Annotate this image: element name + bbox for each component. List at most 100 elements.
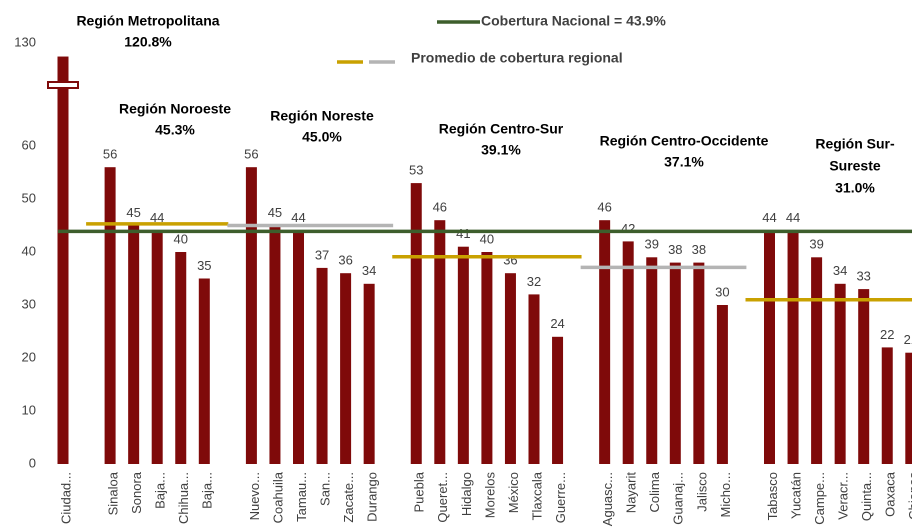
x-tick-label: Morelos [482,472,497,519]
bar [340,273,352,464]
bar [457,246,469,464]
x-tick-label: Coahuila [270,471,285,523]
bar [410,183,422,464]
bar-label: 24 [550,316,564,331]
bar [858,289,870,464]
bar [293,230,304,464]
bar-label: 21 [904,332,912,347]
bar-label: 38 [692,242,706,257]
bar [504,273,516,464]
region-value: 45.3% [155,122,195,138]
bar-label: 44 [150,210,164,225]
bar-label: 33 [856,269,870,284]
x-tick-label: Baja... [200,472,215,509]
y-tick-label: 130 [14,34,36,49]
region-value: 37.1% [664,154,704,170]
bar-label: 56 [244,147,258,162]
region-value: 39.1% [481,142,521,158]
x-tick-label: Guerre... [553,472,568,523]
region-value: 120.8% [124,34,172,50]
y-tick-label: 40 [22,243,36,258]
bar [811,257,823,464]
bar [528,294,540,464]
x-tick-label: Durango [365,472,380,522]
region-name: Región Sur- [815,136,895,152]
x-tick-label: Zacate... [341,472,356,523]
y-tick-label: 20 [22,349,36,364]
bar [434,220,446,464]
axis-break-gap [47,81,79,89]
bar-label: 34 [362,263,376,278]
y-tick-label: 30 [22,296,36,311]
bar [363,283,375,464]
bar [764,230,775,464]
x-tick-label: Yucatán [788,472,803,519]
x-tick-label: Baja... [153,472,168,509]
x-tick-label: Nayarit [624,472,639,514]
bar [622,241,634,464]
region-name: Región Centro-Occidente [600,133,769,149]
x-tick-label: Chihua... [176,472,191,524]
region-name: Región Metropolitana [76,13,219,29]
bar [646,257,658,464]
bar [269,225,281,464]
x-tick-label: Ciudad... [58,472,73,524]
x-tick-label: Micho... [718,472,733,518]
bar-label: 34 [833,263,847,278]
region-value: 31.0% [835,180,875,196]
x-tick-label: Aguasc... [600,472,615,526]
x-tick-label: Chiapas [906,472,912,520]
legend-regional-label: Promedio de cobertura regional [411,50,623,66]
bar-label: 40 [174,231,188,246]
bar [669,262,681,464]
x-tick-label: Veracr... [836,472,851,520]
bar-label: 45 [268,205,282,220]
x-tick-label: Sinaloa [106,471,121,515]
y-tick-label: 50 [22,190,36,205]
bar-label: 32 [527,274,541,289]
bar [175,252,187,464]
bar-label: 44 [291,210,305,225]
bar [198,278,210,464]
bar-label: 39 [645,237,659,252]
region-value: 45.0% [302,129,342,145]
bar [905,352,912,464]
region-name: Región Centro-Sur [439,121,564,137]
y-tick-label: 0 [29,455,36,470]
x-tick-label: Tamau... [294,472,309,522]
bar [787,230,799,464]
bar-label: 39 [809,237,823,252]
bar-label: 44 [786,210,800,225]
bar [316,267,328,464]
x-tick-label: Puebla [412,471,427,512]
bar [716,305,728,464]
x-tick-label: San... [317,472,332,506]
x-tick-label: México [506,472,521,513]
bar [552,336,564,464]
bar-label: 44 [762,210,776,225]
x-tick-label: Nuevo... [247,472,262,520]
bar-label: 36 [338,253,352,268]
x-tick-label: Queret... [435,472,450,523]
bar [881,347,893,464]
x-tick-label: Jalisco [694,472,709,512]
region-name: Región Noroeste [119,101,231,117]
bar-label: 22 [880,327,894,342]
bar-label: 38 [668,242,682,257]
bar [693,262,705,464]
bar-label: 40 [480,231,494,246]
bar-label: 46 [433,200,447,215]
bar [151,230,163,464]
region-name: Sureste [829,158,881,174]
y-tick-label: 60 [22,137,36,152]
bar [834,283,846,464]
bar [57,56,69,465]
bar-label: 41 [456,226,470,241]
x-tick-label: Guanaj... [671,472,686,525]
region-name: Región Noreste [270,108,374,124]
bar [481,252,493,464]
x-tick-label: Colima [647,471,662,512]
bar-label: 45 [126,205,140,220]
x-tick-label: Hidalgo [459,472,474,516]
